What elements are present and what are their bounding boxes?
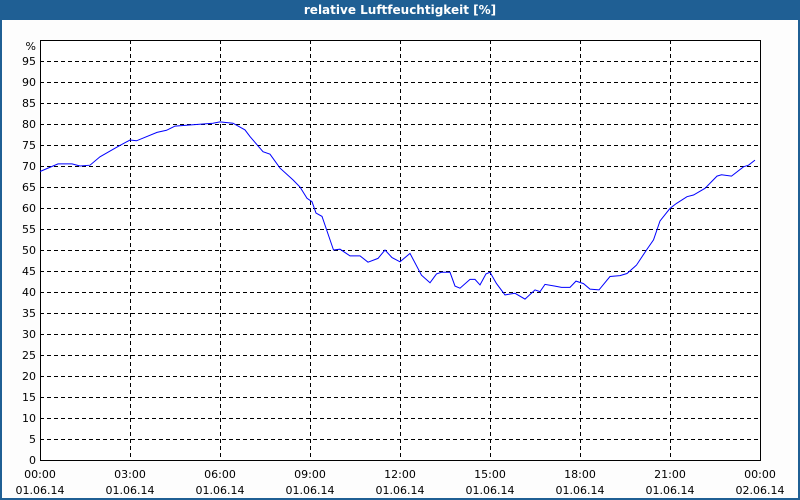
y-tick-label: 45: [22, 265, 36, 278]
y-tick-label: 95: [22, 55, 36, 68]
x-tick-date: 01.06.14: [466, 484, 515, 497]
y-tick-label: 75: [22, 139, 36, 152]
x-tick-date: 01.06.14: [16, 484, 65, 497]
y-tick-label: 60: [22, 202, 36, 215]
y-tick-label: 65: [22, 181, 36, 194]
humidity-line: [39, 121, 756, 300]
y-tick-label: 0: [29, 454, 36, 467]
y-tick-label: 80: [22, 118, 36, 131]
x-tick-time: 15:00: [474, 468, 506, 481]
x-tick-time: 21:00: [654, 468, 686, 481]
y-axis-unit: %: [26, 40, 36, 53]
x-tick-date: 01.06.14: [106, 484, 155, 497]
x-tick-time: 00:00: [24, 468, 56, 481]
x-tick-time: 00:00: [744, 468, 776, 481]
x-tick-time: 18:00: [564, 468, 596, 481]
y-tick-label: 85: [22, 97, 36, 110]
x-tick-time: 06:00: [204, 468, 236, 481]
y-tick-label: 20: [22, 370, 36, 383]
y-tick-label: 30: [22, 328, 36, 341]
y-tick-label: 90: [22, 76, 36, 89]
plot-frame: [40, 40, 761, 461]
x-tick-date: 01.06.14: [376, 484, 425, 497]
y-tick-label: 25: [22, 349, 36, 362]
x-tick-date: 02.06.14: [736, 484, 785, 497]
y-tick-label: 55: [22, 223, 36, 236]
x-tick-date: 01.06.14: [196, 484, 245, 497]
x-tick-date: 01.06.14: [556, 484, 605, 497]
x-tick-time: 12:00: [384, 468, 416, 481]
x-tick-date: 01.06.14: [646, 484, 695, 497]
y-tick-label: 5: [29, 433, 36, 446]
y-tick-label: 35: [22, 307, 36, 320]
x-tick-date: 01.06.14: [286, 484, 335, 497]
y-tick-label: 70: [22, 160, 36, 173]
x-tick-time: 03:00: [114, 468, 146, 481]
y-tick-label: 50: [22, 244, 36, 257]
y-tick-label: 40: [22, 286, 36, 299]
window-title: relative Luftfeuchtigkeit [%]: [0, 0, 800, 20]
y-tick-label: 10: [22, 412, 36, 425]
y-tick-label: 15: [22, 391, 36, 404]
x-tick-time: 09:00: [294, 468, 326, 481]
